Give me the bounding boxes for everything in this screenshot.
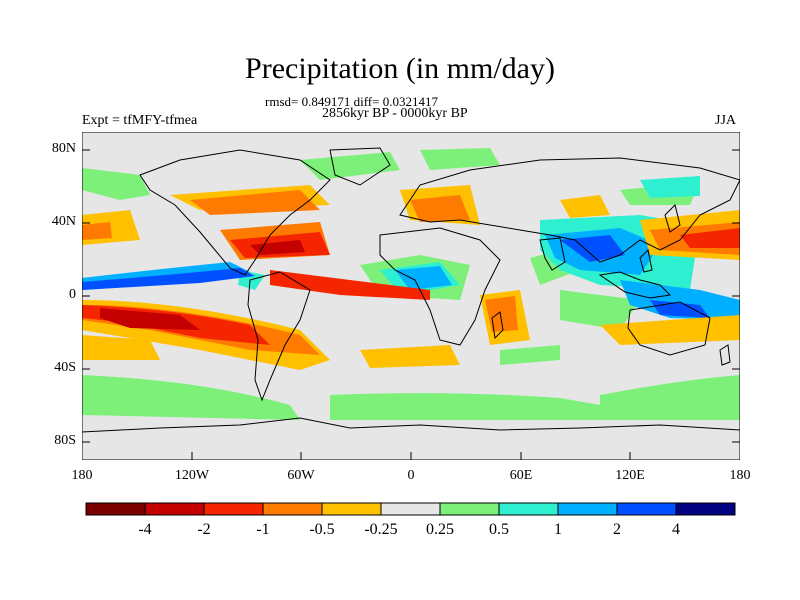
colorbar-swatch <box>675 502 736 516</box>
colorbar-label: -4 <box>138 521 152 538</box>
map-title: Precipitation (in mm/day) <box>245 52 555 85</box>
axis-ticks <box>82 149 740 460</box>
colorbar-label: -0.25 <box>364 521 398 538</box>
colorbar-swatch <box>616 502 677 516</box>
colorbar-label: -1 <box>256 521 270 538</box>
colorbar-swatch <box>557 502 618 516</box>
colorbar-swatch <box>321 502 382 516</box>
lat-tick-label: 80S <box>54 433 76 448</box>
period-text: 2856kyr BP - 0000kyr BP <box>322 106 468 121</box>
colorbar-label: -0.5 <box>309 521 335 538</box>
colorbar-swatch <box>262 502 323 516</box>
lon-tick-label: 120E <box>615 468 645 483</box>
colorbar <box>85 502 736 516</box>
lon-tick-label: 60W <box>287 468 315 483</box>
colorbar-label: 0.25 <box>426 521 454 538</box>
lon-tick-label: 0 <box>407 468 415 483</box>
colorbar-swatch <box>144 502 205 516</box>
lat-tick-label: 40N <box>51 214 76 229</box>
lon-tick-label: 180 <box>729 468 751 483</box>
lon-tick-label: 60E <box>509 468 533 483</box>
map-panel <box>82 132 740 460</box>
colorbar-label: 2 <box>613 521 621 538</box>
lon-tick-label: 180 <box>71 468 93 483</box>
negative-anomaly-very-strong <box>100 240 305 330</box>
colorbar-swatch <box>498 502 559 516</box>
lat-tick-label: 0 <box>69 287 76 302</box>
lon-tick-label: 120W <box>174 468 210 483</box>
colorbar-label: 4 <box>672 521 680 538</box>
colorbar-label: 1 <box>554 521 562 538</box>
colorbar-label: 0.5 <box>489 521 509 538</box>
season-label: JJA <box>715 113 737 128</box>
coastlines <box>82 147 740 433</box>
experiment-label: Expt = tfMFY-tfmea <box>82 113 198 128</box>
colorbar-swatch <box>439 502 500 516</box>
colorbar-swatch <box>85 502 146 516</box>
lat-tick-label: 40S <box>54 360 76 375</box>
colorbar-label: -2 <box>197 521 211 538</box>
colorbar-swatch <box>203 502 264 516</box>
lat-tick-label: 80N <box>51 141 76 156</box>
stats-text: rmsd= 0.849171 diff= 0.0321417 <box>265 94 438 109</box>
colorbar-swatch <box>380 502 441 516</box>
